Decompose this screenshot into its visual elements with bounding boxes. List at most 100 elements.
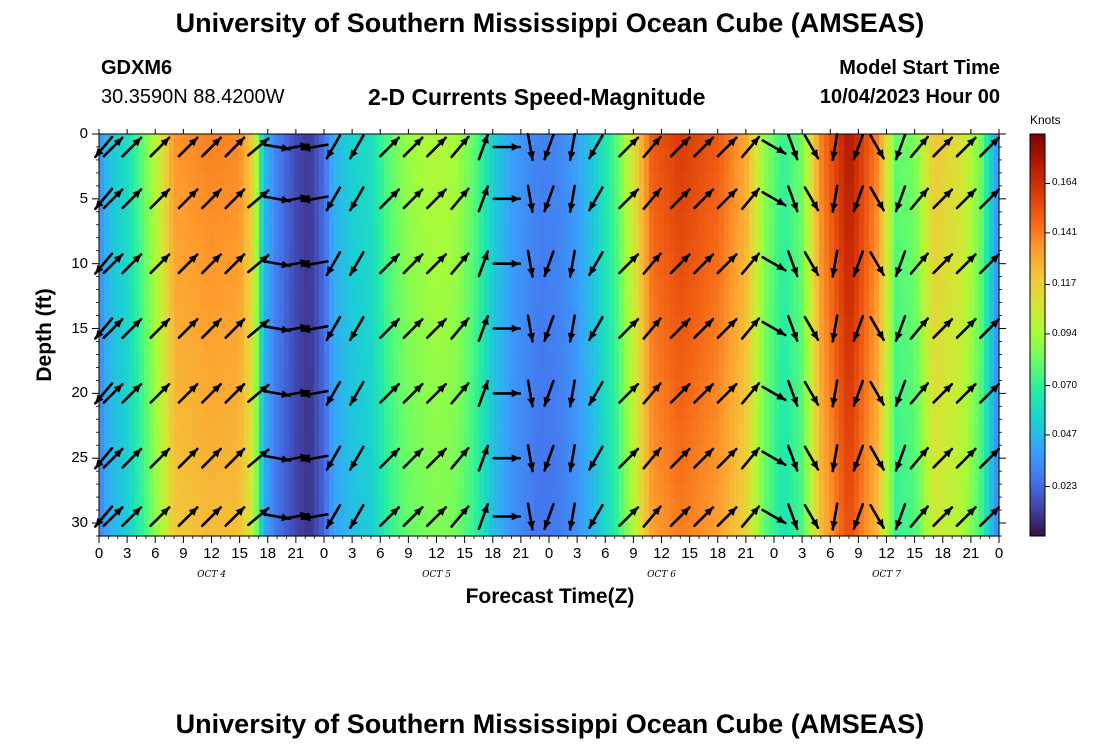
heatmap-cell bbox=[299, 497, 305, 511]
heatmap-cell bbox=[699, 419, 705, 433]
heatmap-cell bbox=[544, 315, 550, 330]
heatmap-cell bbox=[589, 484, 595, 498]
heatmap-cell bbox=[324, 367, 330, 381]
heatmap-cell bbox=[449, 315, 455, 330]
heatmap-cell bbox=[709, 432, 715, 446]
heatmap-cell bbox=[334, 289, 340, 304]
heatmap-cell bbox=[534, 471, 540, 485]
heatmap-cell bbox=[594, 250, 600, 265]
heatmap-cell bbox=[829, 276, 835, 291]
heatmap-cell bbox=[474, 380, 480, 394]
heatmap-cell bbox=[404, 354, 410, 369]
heatmap-cell bbox=[324, 146, 330, 161]
heatmap-cell bbox=[374, 406, 380, 420]
heatmap-cell bbox=[229, 458, 235, 472]
heatmap-cell bbox=[484, 211, 490, 226]
heatmap-cell bbox=[169, 302, 175, 317]
heatmap-cell bbox=[424, 458, 430, 472]
heatmap-cell bbox=[469, 134, 475, 148]
heatmap-cell bbox=[119, 419, 125, 433]
heatmap-cell bbox=[179, 367, 185, 381]
heatmap-cell bbox=[569, 497, 575, 511]
heatmap-cell bbox=[689, 276, 695, 291]
heatmap-cell bbox=[609, 263, 615, 278]
heatmap-cell bbox=[554, 159, 560, 174]
heatmap-cell bbox=[739, 276, 745, 291]
heatmap-cell bbox=[849, 134, 855, 148]
heatmap-cell bbox=[204, 198, 210, 213]
heatmap-cell bbox=[464, 224, 470, 239]
heatmap-cell bbox=[729, 458, 735, 472]
heatmap-cell bbox=[839, 341, 845, 356]
heatmap-cell bbox=[529, 354, 535, 369]
heatmap-cell bbox=[479, 484, 485, 498]
heatmap-cell bbox=[329, 302, 335, 317]
heatmap-cell bbox=[469, 484, 475, 498]
heatmap-cell bbox=[354, 315, 360, 330]
heatmap-cell bbox=[264, 484, 270, 498]
heatmap-cell bbox=[784, 523, 790, 537]
heatmap-cell bbox=[879, 185, 885, 200]
heatmap-cell bbox=[804, 367, 810, 381]
heatmap-cell bbox=[859, 211, 865, 226]
heatmap-cell bbox=[514, 328, 520, 343]
heatmap-cell bbox=[224, 302, 230, 317]
heatmap-cell bbox=[584, 134, 590, 148]
heatmap-cell bbox=[584, 484, 590, 498]
heatmap-cell bbox=[559, 237, 565, 252]
heatmap-cell bbox=[704, 406, 710, 420]
heatmap-cell bbox=[609, 497, 615, 511]
heatmap-cell bbox=[849, 172, 855, 187]
heatmap-cell bbox=[424, 172, 430, 187]
heatmap-cell bbox=[884, 172, 890, 187]
heatmap-cell bbox=[744, 302, 750, 317]
heatmap-cell bbox=[669, 250, 675, 265]
heatmap-cell bbox=[809, 354, 815, 369]
heatmap-cell bbox=[419, 198, 425, 213]
heatmap-cell bbox=[579, 185, 585, 200]
heatmap-cell bbox=[549, 159, 555, 174]
heatmap-cell bbox=[239, 393, 245, 407]
heatmap-cell bbox=[299, 250, 305, 265]
heatmap-cell bbox=[629, 198, 635, 213]
heatmap-cell bbox=[419, 146, 425, 161]
heatmap-cell bbox=[659, 289, 665, 304]
heatmap-cell bbox=[309, 172, 315, 187]
heatmap-cell bbox=[794, 302, 800, 317]
heatmap-cell bbox=[334, 224, 340, 239]
heatmap-cell bbox=[344, 237, 350, 252]
heatmap-cell bbox=[279, 406, 285, 420]
heatmap-cell bbox=[869, 198, 875, 213]
heatmap-cell bbox=[699, 341, 705, 356]
heatmap-cell bbox=[559, 484, 565, 498]
heatmap-cell bbox=[269, 224, 275, 239]
heatmap-cell bbox=[494, 393, 500, 407]
heatmap-cell bbox=[439, 224, 445, 239]
heatmap-cell bbox=[794, 276, 800, 291]
heatmap-cell bbox=[839, 354, 845, 369]
heatmap-cell bbox=[814, 289, 820, 304]
heatmap-cell bbox=[794, 159, 800, 174]
heatmap-cell bbox=[114, 354, 120, 369]
heatmap-cell bbox=[634, 341, 640, 356]
heatmap-cell bbox=[484, 523, 490, 537]
heatmap-cell bbox=[559, 315, 565, 330]
heatmap-cell bbox=[859, 523, 865, 537]
heatmap-cell bbox=[649, 172, 655, 187]
heatmap-cell bbox=[709, 211, 715, 226]
heatmap-cell bbox=[124, 134, 130, 148]
heatmap-cell bbox=[319, 237, 325, 252]
heatmap-cell bbox=[514, 172, 520, 187]
heatmap-cell bbox=[549, 146, 555, 161]
heatmap-cell bbox=[239, 276, 245, 291]
heatmap-cell bbox=[349, 315, 355, 330]
heatmap-cell bbox=[654, 354, 660, 369]
heatmap-cell bbox=[879, 211, 885, 226]
heatmap-cell bbox=[539, 328, 545, 343]
heatmap-cell bbox=[134, 211, 140, 226]
heatmap-cell bbox=[649, 302, 655, 317]
heatmap-cell bbox=[309, 419, 315, 433]
heatmap-cell bbox=[449, 458, 455, 472]
heatmap-cell bbox=[674, 380, 680, 394]
heatmap-cell bbox=[214, 237, 220, 252]
